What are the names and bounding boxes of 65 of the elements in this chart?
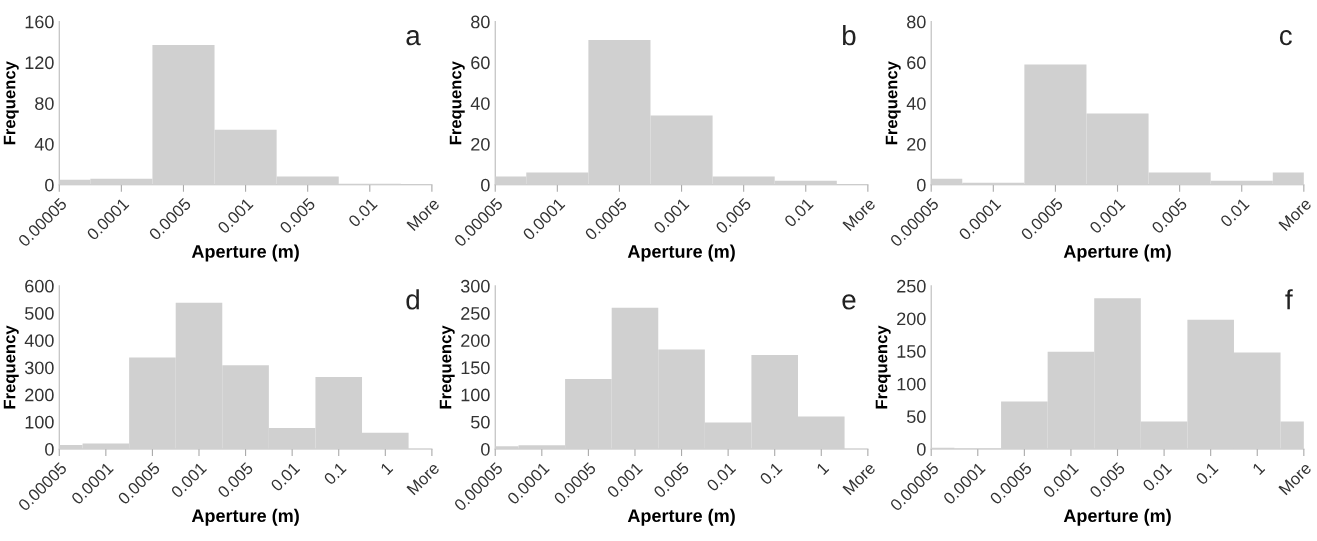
y-tick-label: 0 [481, 178, 490, 192]
annotation: b [843, 24, 856, 46]
y-tick-label: 500 [25, 307, 54, 320]
y-axis-title: Frequency [3, 61, 19, 145]
x-tick-label: 0.01 [269, 461, 301, 492]
y-tick-label: 20 [471, 137, 490, 151]
x-tick-label: 1 [816, 461, 830, 476]
y-tick-label: 60 [907, 56, 926, 70]
y-axis-title: Frequency [449, 61, 465, 145]
y-axis-title: Frequency [885, 61, 901, 145]
y-tick-label: 120 [25, 56, 54, 70]
y-tick-label: 600 [25, 279, 54, 293]
x-tick-label: 1 [1252, 461, 1266, 476]
y-tick-label: 40 [906, 97, 926, 110]
y-tick-label: 300 [460, 279, 490, 293]
x-tick-label: 0.01 [705, 461, 737, 492]
y-tick-label: 150 [461, 361, 490, 375]
y-tick-label: 80 [907, 15, 926, 29]
y-tick-label: 100 [461, 388, 490, 402]
x-axis-title: Aperture (m) [191, 508, 299, 526]
y-tick-label: 80 [35, 97, 54, 110]
x-tick-label: 0.1 [759, 461, 783, 486]
x-tick-label: 1 [380, 461, 394, 476]
y-tick-label: 250 [897, 279, 926, 293]
annotation: d [406, 289, 419, 310]
y-axis-title: Frequency [875, 325, 891, 409]
annotation: c [1279, 30, 1292, 46]
x-tick-label: 0.1 [1195, 461, 1219, 486]
annotation: a [406, 30, 421, 46]
y-tick-label: 200 [461, 334, 490, 347]
x-axis-title: Aperture (m) [1063, 508, 1171, 526]
y-tick-label: 60 [471, 56, 490, 70]
y-tick-label: 50 [906, 410, 926, 424]
x-axis-title: Aperture (m) [191, 244, 299, 262]
y-axis-title: Frequency [439, 325, 455, 409]
y-tick-label: 160 [25, 15, 54, 29]
y-tick-label: 200 [25, 388, 54, 402]
y-tick-label: 0 [917, 178, 926, 192]
y-tick-label: 150 [897, 345, 926, 358]
annotation: e [842, 294, 856, 310]
x-tick-label: 0.1 [323, 461, 347, 486]
x-tick-label: 0.01 [347, 197, 378, 228]
x-tick-label: 0.01 [783, 197, 814, 228]
x-axis-title: Aperture (m) [627, 244, 735, 262]
y-tick-label: 0 [481, 442, 490, 456]
x-axis-title: Aperture (m) [627, 508, 735, 526]
y-tick-label: 100 [25, 415, 54, 429]
y-tick-label: 0 [45, 178, 54, 192]
annotation: f [1285, 289, 1293, 310]
y-tick-label: 0 [45, 442, 54, 456]
y-axis-title: Frequency [3, 325, 19, 409]
x-tick-label: 0.01 [1141, 461, 1173, 492]
y-tick-label: 100 [897, 377, 926, 391]
y-tick-label: 400 [24, 334, 54, 347]
y-tick-label: 50 [471, 415, 490, 429]
x-tick-label: 0.01 [1219, 197, 1250, 228]
y-tick-label: 40 [34, 137, 54, 151]
y-tick-label: 40 [470, 97, 490, 110]
y-tick-label: 80 [471, 15, 490, 29]
y-tick-label: 20 [907, 137, 926, 151]
y-tick-label: 200 [897, 312, 926, 326]
x-axis-title: Aperture (m) [1063, 244, 1171, 262]
y-tick-label: 300 [24, 361, 54, 375]
y-tick-label: 250 [461, 307, 490, 320]
y-tick-label: 0 [917, 442, 926, 456]
